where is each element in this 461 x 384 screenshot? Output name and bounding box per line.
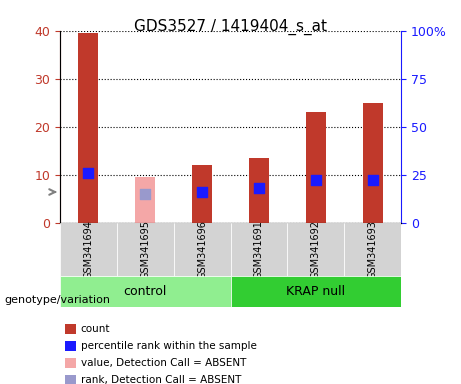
Text: value, Detection Call = ABSENT: value, Detection Call = ABSENT (81, 358, 246, 368)
Bar (249, 158, 269, 223)
FancyBboxPatch shape (117, 223, 174, 276)
Point (85, 170, 92, 176)
Bar (60, 276, 230, 307)
Text: GSM341692: GSM341692 (311, 220, 321, 279)
Point (142, 191, 149, 197)
Point (369, 177, 376, 183)
Text: GSM341696: GSM341696 (197, 220, 207, 279)
FancyBboxPatch shape (230, 223, 287, 276)
Point (312, 177, 319, 184)
Text: GSM341694: GSM341694 (83, 220, 94, 279)
Text: GDS3527 / 1419404_s_at: GDS3527 / 1419404_s_at (134, 19, 327, 35)
Point (255, 185, 263, 191)
Bar (135, 177, 155, 223)
Text: count: count (81, 324, 110, 334)
Text: genotype/variation: genotype/variation (5, 295, 111, 305)
Text: GSM341691: GSM341691 (254, 220, 264, 279)
FancyBboxPatch shape (344, 223, 401, 276)
FancyBboxPatch shape (60, 223, 117, 276)
FancyBboxPatch shape (287, 223, 344, 276)
Text: rank, Detection Call = ABSENT: rank, Detection Call = ABSENT (81, 375, 241, 384)
Text: percentile rank within the sample: percentile rank within the sample (81, 341, 257, 351)
Bar (192, 165, 212, 223)
Point (198, 189, 206, 195)
Bar (78, 33, 98, 223)
Bar (230, 276, 401, 307)
Bar (306, 112, 326, 223)
Text: control: control (124, 285, 167, 298)
Text: GSM341695: GSM341695 (140, 220, 150, 279)
Text: KRAP null: KRAP null (286, 285, 345, 298)
FancyBboxPatch shape (174, 223, 230, 276)
Text: GSM341693: GSM341693 (367, 220, 378, 279)
Bar (363, 103, 383, 223)
